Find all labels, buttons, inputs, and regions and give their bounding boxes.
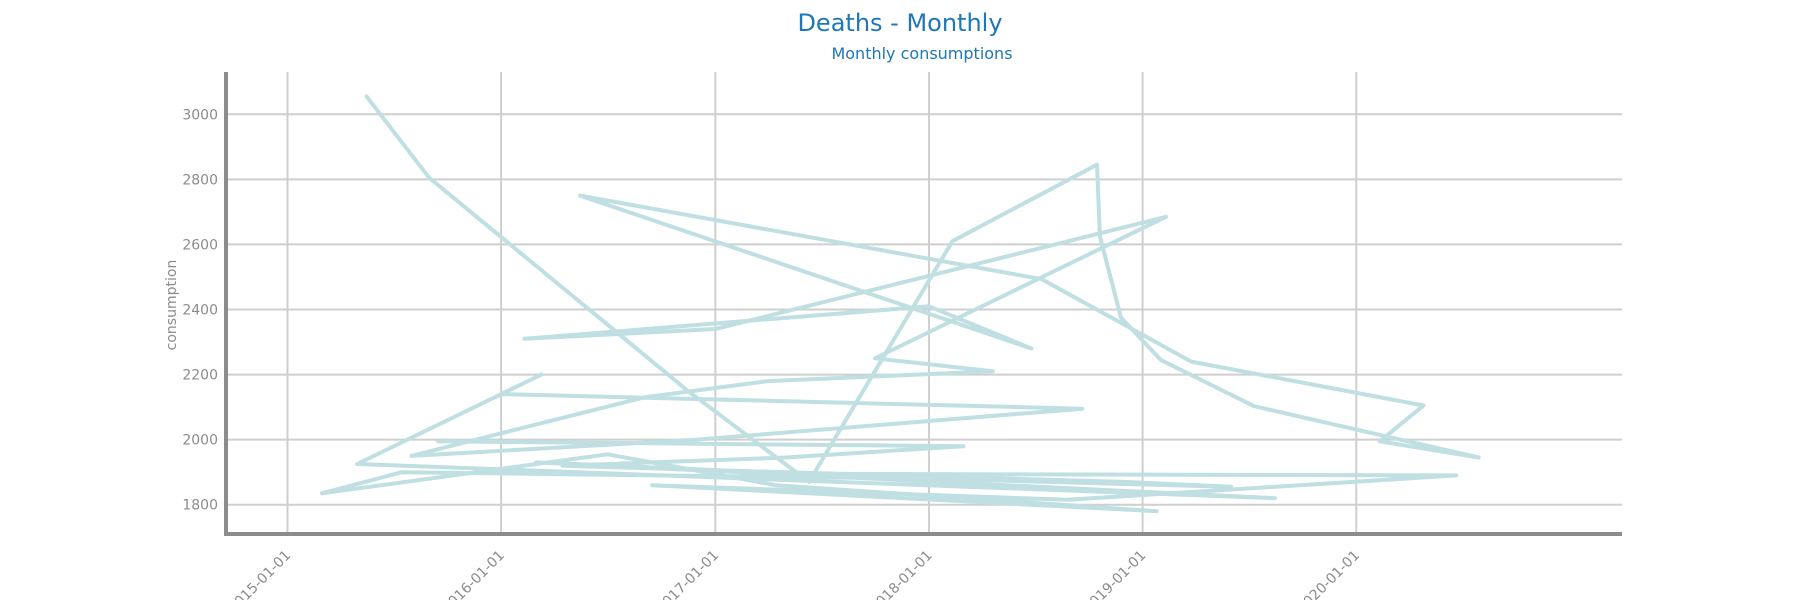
x-tick-label: 2015-01-01 [225, 548, 294, 600]
y-tick-label: 1800 [182, 498, 218, 514]
gridlines [226, 72, 1622, 534]
chart-title: Deaths - Monthly [797, 9, 1002, 37]
series-line [320, 94, 1481, 514]
axes [224, 72, 1622, 536]
y-axis-label: consumption [164, 260, 180, 351]
x-tick-label: 2019-01-01 [1081, 548, 1150, 600]
tick-labels: 1800 2000 2200 2400 2600 2800 3000 2015-01-01 20… [182, 107, 1363, 600]
y-tick-label: 2400 [182, 303, 218, 319]
y-tick-label: 2800 [182, 172, 218, 188]
x-tick-label: 2018-01-01 [867, 548, 936, 600]
x-tick-label: 2020-01-01 [1294, 548, 1363, 600]
x-tick-label: 2016-01-01 [439, 548, 508, 600]
x-tick-label: 2017-01-01 [653, 548, 722, 600]
y-tick-label: 2000 [182, 433, 218, 449]
series-layer [320, 94, 1481, 514]
chart-subtitle: Monthly consumptions [831, 44, 1012, 63]
y-tick-label: 2600 [182, 237, 218, 253]
y-tick-label: 2200 [182, 368, 218, 384]
y-tick-label: 3000 [182, 107, 218, 123]
